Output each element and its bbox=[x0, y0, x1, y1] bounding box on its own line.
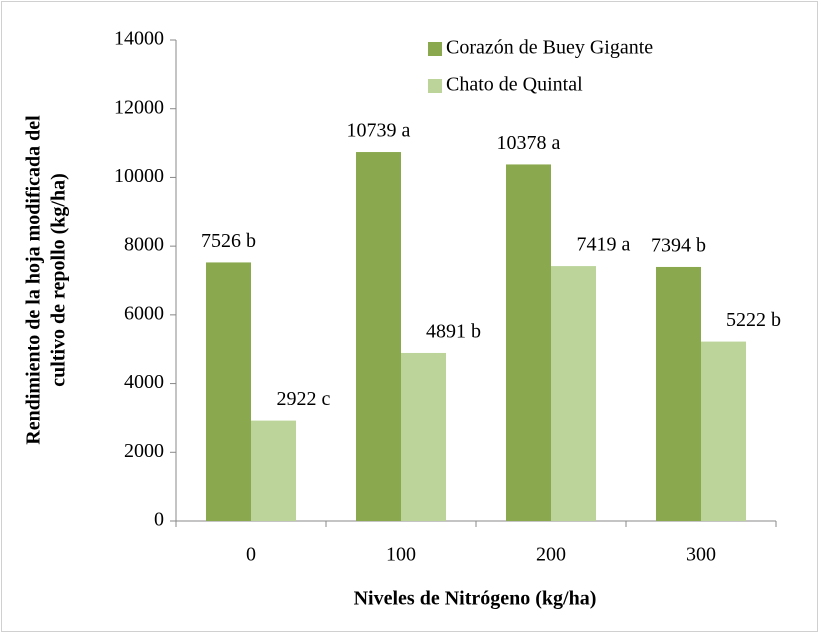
x-tick-label: 0 bbox=[246, 544, 256, 566]
y-tick-label: 6000 bbox=[124, 302, 164, 324]
y-tick-label: 10000 bbox=[114, 165, 164, 187]
legend-label: Corazón de Buey Gigante bbox=[446, 37, 653, 59]
bar bbox=[356, 152, 401, 521]
y-axis-label: cultivo de repollo (kg/ha) bbox=[48, 173, 70, 387]
value-label: 4891 b bbox=[426, 321, 481, 343]
bar bbox=[701, 341, 746, 521]
value-label: 7419 a bbox=[577, 234, 631, 256]
bar bbox=[656, 266, 701, 521]
legend-label: Chato de Quintal bbox=[446, 74, 583, 96]
x-tick-label: 200 bbox=[536, 544, 566, 566]
x-axis-label: Niveles de Nitrógeno (kg/ha) bbox=[354, 588, 597, 610]
x-tick-label: 100 bbox=[386, 544, 416, 566]
value-label: 5222 b bbox=[726, 309, 781, 331]
legend-swatch bbox=[428, 79, 442, 93]
bar bbox=[206, 262, 251, 521]
bar bbox=[251, 420, 296, 521]
bar bbox=[506, 164, 551, 521]
bar bbox=[401, 352, 446, 521]
value-label: 10378 a bbox=[497, 132, 561, 154]
value-label: 7394 b bbox=[651, 235, 706, 257]
value-label: 10739 a bbox=[347, 120, 411, 142]
y-tick-label: 4000 bbox=[124, 371, 164, 393]
bar bbox=[551, 266, 596, 521]
y-tick-label: 2000 bbox=[124, 440, 164, 462]
value-label: 7526 b bbox=[201, 230, 256, 252]
y-tick-label: 12000 bbox=[114, 96, 164, 118]
y-tick-label: 0 bbox=[154, 509, 164, 531]
value-label: 2922 c bbox=[277, 388, 331, 410]
y-axis-label: Rendimiento de la hoja modificada del bbox=[23, 115, 45, 445]
legend-swatch bbox=[428, 42, 442, 56]
y-tick-label: 14000 bbox=[114, 28, 164, 50]
x-tick-label: 300 bbox=[686, 544, 716, 566]
y-tick-label: 8000 bbox=[124, 234, 164, 256]
